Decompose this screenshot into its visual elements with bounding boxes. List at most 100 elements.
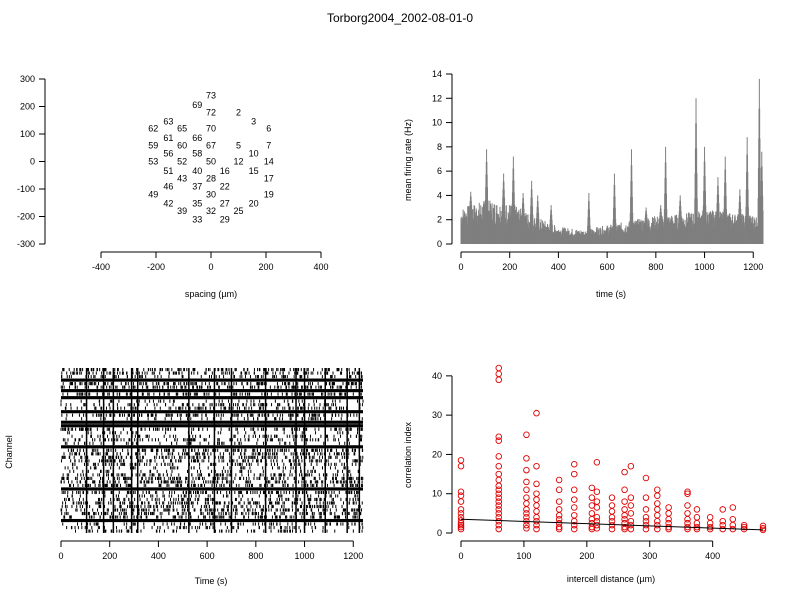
layout-x-tick-label: 200 — [258, 262, 273, 272]
layout-y-tick-label: 300 — [20, 74, 35, 84]
raster-ylabel: Channel — [4, 435, 14, 469]
electrode-label: 51 — [163, 166, 173, 176]
rate-y-tick-label: 14 — [432, 69, 442, 79]
correlation-point — [495, 521, 503, 529]
layout-y-tick-label: -300 — [17, 239, 35, 249]
electrode-label: 60 — [177, 141, 187, 151]
electrode-label: 30 — [206, 190, 216, 200]
layout-xlabel: spacing (µm) — [185, 289, 237, 299]
correlation-point — [495, 470, 503, 478]
electrode-label: 3 — [251, 117, 256, 127]
correlation-point — [495, 482, 503, 490]
rate-y-tick-label: 10 — [432, 118, 442, 128]
raster-row-dense — [61, 389, 363, 393]
figure-title: Torborg2004_2002-08-01-0 — [327, 11, 473, 25]
electrode-label: 12 — [233, 157, 243, 167]
layout-x-tick-label: -200 — [147, 262, 165, 272]
correlation-point — [495, 486, 503, 494]
correlation-point — [523, 431, 530, 439]
correlation-point — [495, 453, 503, 460]
correlation-point — [457, 506, 465, 513]
correlation-point — [457, 492, 465, 499]
correlation-point — [495, 462, 503, 470]
raster-x-tick-label: 800 — [248, 551, 263, 561]
layout-y-tick-label: 0 — [30, 157, 35, 167]
electrode-label: 28 — [206, 174, 216, 184]
electrode-label: 72 — [206, 108, 216, 118]
electrode-label: 25 — [233, 206, 243, 216]
electrode-label: 69 — [192, 100, 202, 110]
spike-raster-plot: 0 200 400 600 800 1000 1200 — [58, 368, 364, 561]
rate-ylabel: mean firing rate (Hz) — [403, 119, 413, 201]
electrode-label: 46 — [163, 181, 173, 191]
rate-y-tick-label: 2 — [437, 215, 442, 225]
correlation-point — [457, 525, 465, 533]
correlation-point — [457, 462, 465, 470]
correlation-point — [533, 409, 540, 417]
raster-x-tick-label: 0 — [58, 551, 63, 561]
electrode-label: 7 — [266, 141, 271, 151]
electrode-label: 19 — [264, 190, 274, 200]
electrode-label: 52 — [177, 157, 187, 167]
rate-x-tick-label: 200 — [502, 262, 517, 272]
electrode-label: 43 — [177, 174, 187, 184]
raster-x-tick-label: 400 — [151, 551, 166, 561]
correlation-point — [523, 486, 530, 494]
electrode-label: 39 — [177, 206, 187, 216]
electrode-label: 22 — [220, 181, 230, 191]
correlation-point — [495, 476, 503, 484]
correlation-point — [523, 466, 530, 474]
electrode-label: 50 — [206, 157, 216, 167]
correlation-point — [523, 514, 530, 521]
layout-x-tick-label: 0 — [208, 262, 213, 272]
rate-x-tick-label: 0 — [458, 262, 463, 272]
electrode-label: 35 — [192, 198, 202, 208]
correlation-point — [533, 462, 540, 470]
raster-row-dense — [61, 378, 363, 382]
correlation-point — [495, 490, 503, 497]
raster-row-dense — [61, 487, 363, 491]
electrode-label: 42 — [163, 198, 173, 208]
correlation-point — [523, 521, 530, 529]
electrode-label: 70 — [206, 124, 216, 134]
rate-y-tick-label: 4 — [437, 190, 442, 200]
raster-row-dense — [61, 410, 363, 414]
firing-rate-plot: 0 200 400 600 800 1000 1200 0 2 4 6 8 10 12 14 — [432, 69, 764, 272]
correlation-point — [457, 523, 465, 531]
correlation-point — [523, 510, 530, 517]
correlation-point — [523, 500, 530, 507]
electrode-label: 5 — [236, 141, 241, 151]
layout-x-tick-label: -400 — [92, 262, 110, 272]
rate-x-tick-label: 400 — [551, 262, 566, 272]
correlation-point — [457, 517, 465, 524]
correlation-point — [523, 494, 530, 501]
correlation-point — [523, 455, 530, 462]
electrode-label: 32 — [206, 206, 216, 216]
correlation-point — [495, 370, 503, 378]
correlation-point — [533, 502, 540, 509]
electrode-label: 2 — [236, 108, 241, 118]
correlation-point — [457, 510, 465, 517]
correlation-point — [495, 494, 503, 501]
raster-row-dense — [61, 518, 363, 523]
correlation-point — [495, 506, 503, 513]
rate-x-tick-label: 800 — [648, 262, 663, 272]
correlation-point — [533, 490, 540, 497]
electrode-label: 16 — [220, 166, 230, 176]
rate-y-tick-label: 6 — [437, 166, 442, 176]
electrode-label: 58 — [192, 148, 202, 158]
electrode-label: 65 — [177, 124, 187, 134]
electrode-label: 29 — [220, 214, 230, 224]
correlation-point — [495, 364, 503, 372]
layout-y-tick-label: 200 — [20, 102, 35, 112]
layout-x-tick-label: 400 — [313, 262, 328, 272]
electrode-label: 37 — [192, 181, 202, 191]
correlation-point — [495, 376, 503, 384]
electrode-label: 49 — [148, 190, 158, 200]
raster-row-dense — [61, 424, 363, 428]
correlation-point — [495, 525, 503, 533]
raster-x-tick-label: 1200 — [343, 551, 363, 561]
correlation-point — [495, 510, 503, 517]
raster-x-tick-label: 200 — [102, 551, 117, 561]
